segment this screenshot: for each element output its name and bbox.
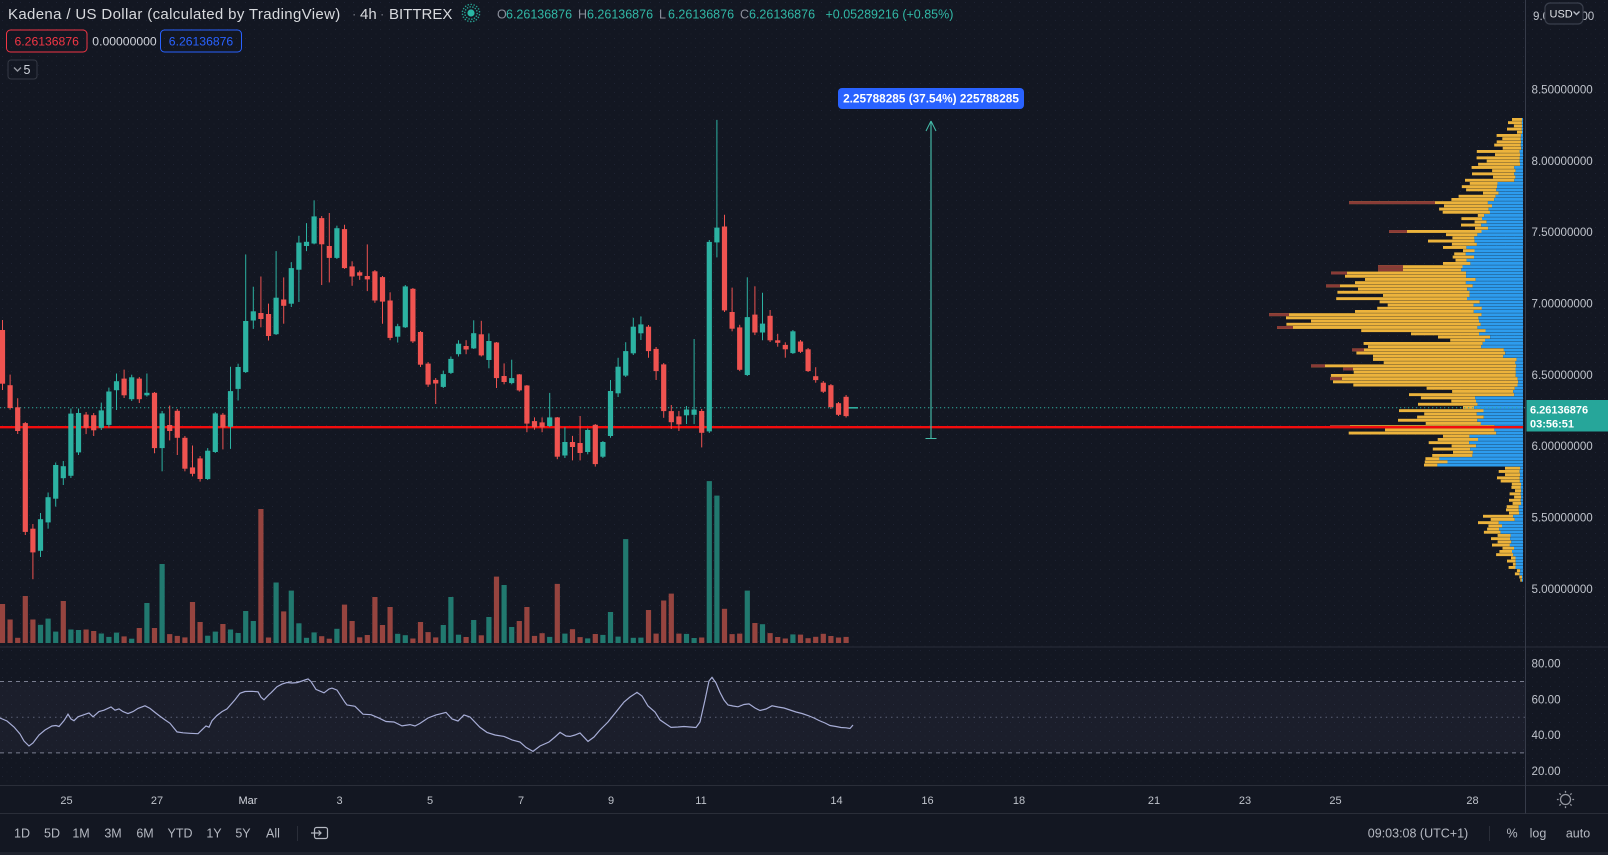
svg-text:·: · bbox=[380, 7, 384, 22]
svg-text:auto: auto bbox=[1566, 826, 1590, 840]
svg-text:6.26136876: 6.26136876 bbox=[169, 34, 234, 48]
svg-text:6.26136876: 6.26136876 bbox=[15, 34, 80, 48]
svg-text:3: 3 bbox=[336, 795, 342, 807]
svg-text:6.26136876: 6.26136876 bbox=[749, 7, 815, 21]
svg-text:2.25788285 (37.54%) 225788285: 2.25788285 (37.54%) 225788285 bbox=[843, 92, 1019, 106]
svg-text:C: C bbox=[740, 7, 749, 21]
svg-text:BITTREX: BITTREX bbox=[389, 6, 452, 23]
svg-text:8.00000000: 8.00000000 bbox=[1532, 155, 1593, 168]
svg-text:28: 28 bbox=[1466, 795, 1478, 807]
svg-text:7.50000000: 7.50000000 bbox=[1532, 226, 1593, 239]
svg-text:21: 21 bbox=[1148, 795, 1160, 807]
svg-text:4h: 4h bbox=[360, 6, 377, 23]
svg-text:9: 9 bbox=[608, 795, 614, 807]
svg-text:All: All bbox=[266, 826, 280, 840]
svg-text:25: 25 bbox=[60, 795, 72, 807]
svg-text:11: 11 bbox=[695, 795, 706, 807]
svg-text:5: 5 bbox=[24, 63, 31, 77]
svg-text:H: H bbox=[578, 7, 587, 21]
svg-text:USD: USD bbox=[1550, 8, 1573, 20]
svg-text:5Y: 5Y bbox=[235, 826, 251, 840]
svg-text:23: 23 bbox=[1239, 795, 1251, 807]
svg-text:3M: 3M bbox=[104, 826, 121, 840]
svg-text:40.00: 40.00 bbox=[1532, 729, 1561, 742]
svg-text:09:03:08 (UTC+1): 09:03:08 (UTC+1) bbox=[1368, 826, 1468, 840]
svg-text:6.50000000: 6.50000000 bbox=[1532, 369, 1593, 382]
svg-text:5.50000000: 5.50000000 bbox=[1532, 512, 1593, 525]
svg-text:6.26136876: 6.26136876 bbox=[1530, 404, 1588, 416]
svg-text:25: 25 bbox=[1329, 795, 1341, 807]
svg-text:6M: 6M bbox=[136, 826, 153, 840]
svg-text:1M: 1M bbox=[72, 826, 89, 840]
svg-text:L: L bbox=[659, 7, 666, 21]
svg-text:O: O bbox=[497, 7, 507, 21]
svg-text:7: 7 bbox=[518, 795, 524, 807]
svg-text:5: 5 bbox=[427, 795, 433, 807]
svg-text:Mar: Mar bbox=[239, 795, 258, 807]
svg-text:16: 16 bbox=[921, 795, 933, 807]
svg-text:+0.05289216 (+0.85%): +0.05289216 (+0.85%) bbox=[826, 7, 954, 21]
svg-text:6.26136876: 6.26136876 bbox=[668, 7, 734, 21]
svg-text:03:56:51: 03:56:51 bbox=[1530, 418, 1574, 430]
svg-text:·: · bbox=[352, 7, 356, 22]
svg-text:YTD: YTD bbox=[168, 826, 193, 840]
svg-text:Kadena / US Dollar (calculated: Kadena / US Dollar (calculated by Tradin… bbox=[8, 6, 341, 23]
svg-text:18: 18 bbox=[1013, 795, 1025, 807]
svg-text:27: 27 bbox=[151, 795, 163, 807]
svg-text:1Y: 1Y bbox=[206, 826, 222, 840]
svg-text:7.00000000: 7.00000000 bbox=[1532, 298, 1593, 311]
svg-text:6.26136876: 6.26136876 bbox=[587, 7, 653, 21]
svg-text:5D: 5D bbox=[44, 826, 60, 840]
svg-text:0.00000000: 0.00000000 bbox=[92, 34, 157, 48]
svg-text:1D: 1D bbox=[14, 826, 30, 840]
svg-text:60.00: 60.00 bbox=[1532, 693, 1561, 706]
svg-text:80.00: 80.00 bbox=[1532, 658, 1561, 671]
svg-text:6.00000000: 6.00000000 bbox=[1532, 440, 1593, 453]
svg-text:%: % bbox=[1506, 826, 1517, 840]
svg-text:8.50000000: 8.50000000 bbox=[1532, 84, 1593, 97]
svg-text:log: log bbox=[1530, 826, 1547, 840]
svg-text:14: 14 bbox=[830, 795, 842, 807]
svg-text:6.26136876: 6.26136876 bbox=[506, 7, 572, 21]
svg-text:5.00000000: 5.00000000 bbox=[1532, 583, 1593, 596]
svg-text:20.00: 20.00 bbox=[1532, 765, 1561, 778]
